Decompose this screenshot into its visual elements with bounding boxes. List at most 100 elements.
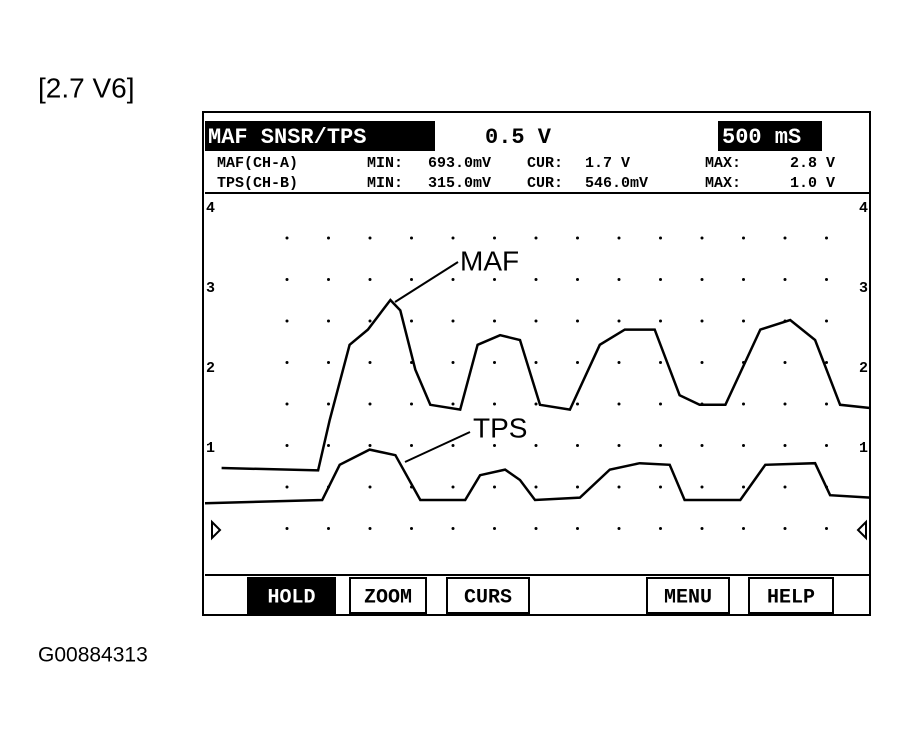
grid-dot <box>617 319 621 323</box>
grid-dot <box>742 236 745 240</box>
ground-marker <box>856 519 867 541</box>
grid-dot <box>534 402 538 406</box>
grid-dot <box>534 319 538 323</box>
grid-dot <box>493 485 496 489</box>
grid-dot <box>493 278 496 281</box>
grid-dot <box>327 444 330 447</box>
grid-dot <box>700 361 704 364</box>
reading: MIN: <box>367 155 403 172</box>
grid-dot <box>742 527 745 530</box>
grid-dot <box>700 236 704 240</box>
grid-dot <box>534 485 538 489</box>
button-label[interactable]: ZOOM <box>364 586 412 609</box>
grid-dot <box>451 485 455 489</box>
grid-dot <box>576 485 579 489</box>
y-tick-label: 2 <box>859 360 868 377</box>
grid-dot <box>742 278 745 281</box>
y-tick-label: 3 <box>859 280 868 297</box>
y-tick-label: 4 <box>859 200 868 217</box>
grid-dot <box>368 485 372 489</box>
button[interactable] <box>646 577 730 614</box>
grid-dot <box>410 278 413 281</box>
button[interactable] <box>446 577 530 614</box>
grid-dot <box>659 236 662 240</box>
grid-dot <box>368 278 372 281</box>
button[interactable] <box>748 577 834 614</box>
grid-dot <box>534 527 538 530</box>
y-tick-label: 3 <box>206 280 215 297</box>
grid-dot <box>659 361 662 364</box>
grid-dot <box>617 527 621 530</box>
grid-dot <box>368 444 372 447</box>
grid-dot <box>327 527 330 530</box>
grid-dot <box>285 402 289 406</box>
reading: MIN: <box>367 175 403 192</box>
grid-dot <box>783 278 787 281</box>
grid-dot <box>659 527 662 530</box>
maf-annotation: MAF <box>460 245 519 276</box>
button[interactable] <box>247 577 336 614</box>
grid-dot <box>576 444 579 447</box>
grid-dot <box>368 236 372 240</box>
y-tick-label: 1 <box>206 440 215 457</box>
figure-code: G00884313 <box>38 644 148 667</box>
grid-dot <box>451 444 455 447</box>
grid-dot <box>493 361 496 364</box>
grid-dot <box>451 278 455 281</box>
y-tick-label: 1 <box>859 440 868 457</box>
grid-dot <box>451 527 455 530</box>
button-label[interactable]: MENU <box>664 586 712 609</box>
grid-dot <box>534 278 538 281</box>
reading: 546.0mV <box>585 175 648 192</box>
grid-dot <box>285 485 289 489</box>
trace <box>221 298 871 472</box>
reading: 2.8 V <box>790 155 835 172</box>
page-title: [2.7 V6] <box>38 72 135 103</box>
grid-dot <box>410 319 413 323</box>
grid-dot <box>825 319 828 323</box>
grid-dot <box>451 236 455 240</box>
grid-dot <box>783 485 787 489</box>
grid-dot <box>451 402 455 406</box>
grid-dot <box>742 485 745 489</box>
grid-dot <box>659 485 662 489</box>
grid-dot <box>825 236 828 240</box>
grid-dot <box>783 402 787 406</box>
grid-dot <box>617 444 621 447</box>
grid-dot <box>700 278 704 281</box>
trace <box>204 448 871 505</box>
grid-dot <box>659 402 662 406</box>
grid-dot <box>825 444 828 447</box>
grid-dot <box>700 527 704 530</box>
grid-dot <box>493 319 496 323</box>
grid-dot <box>493 236 496 240</box>
reading: 1.0 V <box>790 175 835 192</box>
grid-dot <box>493 444 496 447</box>
grid-dot <box>576 527 579 530</box>
grid-dot <box>659 278 662 281</box>
grid-dot <box>285 444 289 447</box>
button-label[interactable]: HELP <box>767 586 815 609</box>
grid-dot <box>534 236 538 240</box>
button-label[interactable]: CURS <box>464 586 512 609</box>
grid-dot <box>368 527 372 530</box>
time-per-div: 500 mS <box>722 125 801 150</box>
reading: MAF(CH-A) <box>217 155 298 172</box>
button-label[interactable]: HOLD <box>267 586 315 609</box>
grid-dot <box>576 236 579 240</box>
grid-dot <box>825 527 828 530</box>
y-tick-label: 4 <box>206 200 215 217</box>
grid-dot <box>783 527 787 530</box>
reading: 693.0mV <box>428 155 491 172</box>
grid-dot <box>742 319 745 323</box>
grid-dot <box>700 319 704 323</box>
reading: MAX: <box>705 155 741 172</box>
button[interactable] <box>349 577 427 614</box>
grid-dot <box>617 485 621 489</box>
grid-dot <box>576 361 579 364</box>
grid-dot <box>327 361 330 364</box>
y-tick-label: 2 <box>206 360 215 377</box>
reading: MAX: <box>705 175 741 192</box>
grid-dot <box>410 527 413 530</box>
